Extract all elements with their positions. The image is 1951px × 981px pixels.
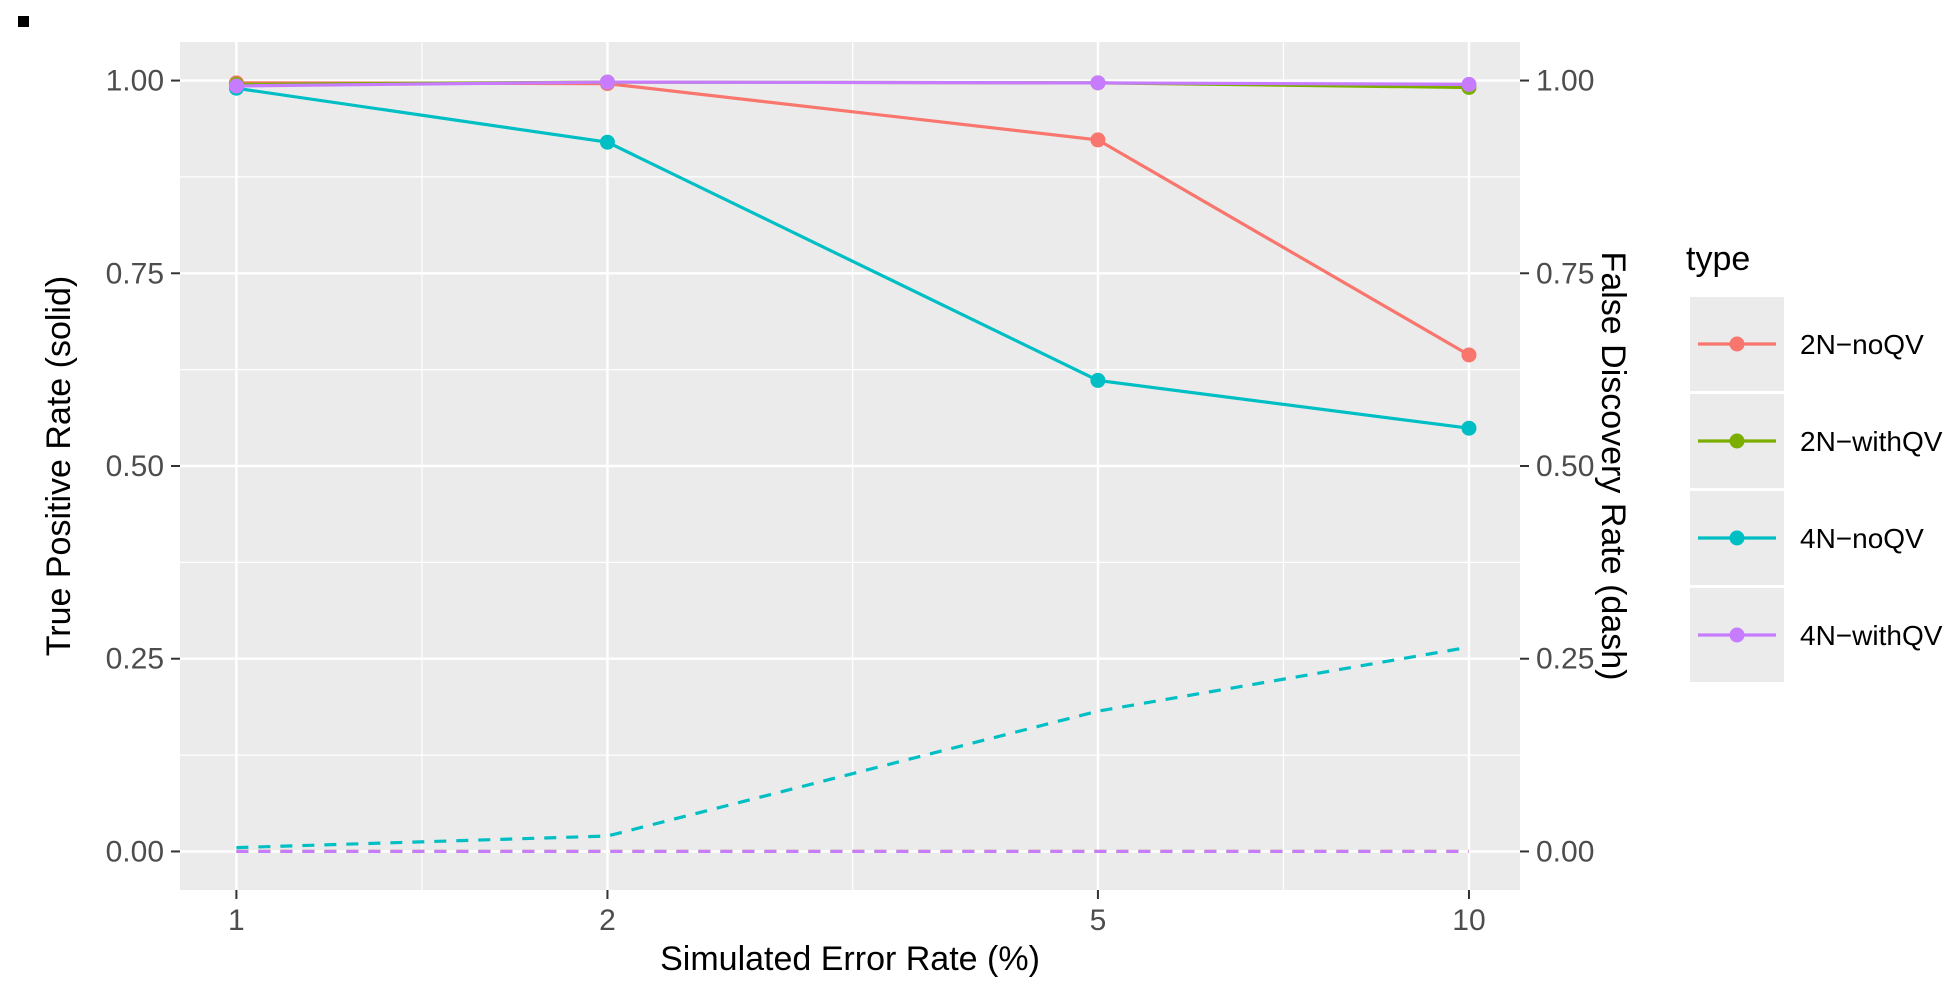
legend-label: 4N−noQV: [1800, 523, 1924, 554]
x-tick-label: 1: [228, 904, 245, 937]
y-left-tick-label: 0.00: [106, 835, 164, 868]
tpr-point-4N−withQV: [1461, 76, 1477, 92]
tpr-point-4N−withQV: [228, 78, 244, 94]
tpr-lines: [236, 80, 1470, 430]
legend-key-point: [1729, 627, 1745, 643]
x-tick-label: 5: [1090, 904, 1107, 937]
legend-label: 4N−withQV: [1800, 620, 1943, 651]
x-tick-label: 2: [599, 904, 616, 937]
legend-title: type: [1686, 240, 1750, 278]
tpr-point-4N−noQV: [599, 134, 615, 150]
tpr-point-2N−noQV: [1461, 347, 1477, 363]
legend-key-point: [1729, 433, 1745, 449]
y-right-tick-label: 0.50: [1536, 450, 1594, 483]
tpr-points: [228, 74, 1477, 436]
fdr-line-4N−noQV: [236, 645, 1470, 850]
tpr-point-4N−noQV: [1461, 420, 1477, 436]
tpr-point-4N−noQV: [1090, 372, 1106, 388]
x-axis-title: Simulated Error Rate (%): [660, 940, 1040, 978]
legend-key-point: [1729, 336, 1745, 352]
tpr-point-4N−withQV: [599, 74, 615, 90]
legend-label: 2N−noQV: [1800, 329, 1924, 360]
legend: type 2N−noQV 2N−withQV 4N−noQV 4N−withQV: [1686, 240, 1943, 682]
y-right-tick-label: 0.00: [1536, 835, 1594, 868]
tpr-line-4N−noQV: [236, 86, 1470, 430]
y-left-tick-label: 0.25: [106, 643, 164, 676]
y-left-tick-label: 0.75: [106, 257, 164, 290]
y-left-tick-label: 1.00: [106, 65, 164, 98]
x-tick-label: 10: [1452, 904, 1485, 937]
tpr-point-4N−withQV: [1090, 75, 1106, 91]
legend-label: 2N−withQV: [1800, 426, 1943, 457]
legend-key-point: [1729, 530, 1745, 546]
tpr-line-4N−withQV: [236, 80, 1469, 88]
y-right-tick-label: 0.75: [1536, 257, 1594, 290]
tpr-point-2N−noQV: [1090, 132, 1106, 148]
y-right-tick-label: 0.25: [1536, 643, 1594, 676]
y-right-tick-label: 1.00: [1536, 65, 1594, 98]
corner-marker: [18, 16, 29, 27]
fdr-lines: [236, 645, 1470, 854]
y-right-axis-title: False Discovery Rate (dash): [1594, 252, 1632, 681]
y-left-axis-title: True Positive Rate (solid): [40, 276, 78, 656]
y-left-tick-label: 0.50: [106, 450, 164, 483]
